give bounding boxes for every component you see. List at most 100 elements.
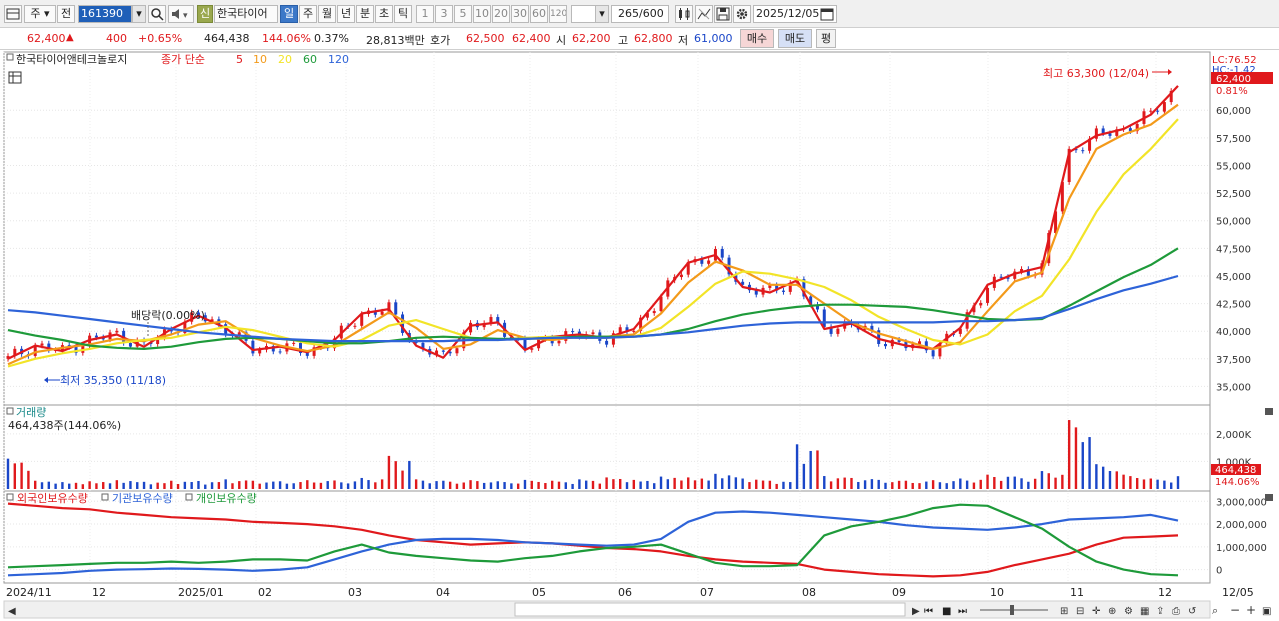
candle-body — [1108, 133, 1112, 136]
turnover-rate: 0.37% — [314, 32, 349, 45]
prev-button[interactable]: 전 — [57, 5, 75, 23]
stock-code-input[interactable]: 161390 — [78, 5, 132, 23]
count-field[interactable]: 265/600 — [611, 5, 669, 23]
last-page-icon[interactable]: ⏭ — [958, 606, 967, 617]
interval-dropdown-button[interactable]: ▾ — [595, 5, 609, 23]
candle-body — [299, 342, 302, 354]
volume-bar — [1122, 474, 1125, 489]
volume-bar — [272, 481, 275, 489]
interval-button[interactable]: 5 — [454, 5, 472, 23]
scroll-left-icon[interactable]: ◀ — [8, 606, 16, 617]
timeframe-button[interactable]: 주 — [299, 5, 317, 23]
split-icon[interactable]: ⊟ — [1076, 606, 1084, 617]
timeframe-button[interactable]: 분 — [356, 5, 374, 23]
volume-bar — [979, 479, 982, 489]
volume-bar — [659, 476, 663, 489]
ma-legend: 5 10 20 60 120 — [236, 53, 349, 66]
candle-icon[interactable] — [675, 5, 693, 23]
interval-button[interactable]: 10 — [473, 5, 491, 23]
compare-icon[interactable]: ⊕ — [1108, 606, 1116, 617]
holding-line — [7, 510, 1179, 577]
fit-icon[interactable]: ▣ — [1262, 606, 1271, 617]
scroll-thumb[interactable] — [514, 602, 906, 617]
new-badge: 신 — [197, 5, 213, 23]
zoom-out-icon[interactable]: − — [1230, 603, 1240, 617]
zoom-search-icon[interactable]: ⌕ — [1212, 604, 1218, 617]
stop-icon[interactable]: ■ — [942, 606, 951, 617]
search-icon[interactable] — [148, 5, 166, 23]
candle-body — [1054, 211, 1058, 233]
volume-bar — [693, 480, 697, 489]
timeframe-button[interactable]: 월 — [318, 5, 336, 23]
zoom-in-icon[interactable]: + — [1246, 603, 1256, 617]
volume-bar — [870, 479, 874, 489]
zoom-slider-handle[interactable] — [1010, 605, 1014, 615]
export-icon[interactable]: ⇪ — [1156, 606, 1164, 617]
volume-bar — [584, 480, 588, 489]
candle-body — [380, 311, 384, 315]
period-select[interactable]: 주 ▾ — [24, 5, 56, 23]
candle-body — [1006, 276, 1010, 279]
candle-body — [278, 351, 282, 353]
navigation-controls: ⏮ ■ ⏭ ⊞ ⊟ ✛ ⊕ ⚙ ▦ ⇪ ⎙ ↺ ⌕ − + ▣ — [924, 603, 1271, 617]
stock-chart[interactable]: 60,000 57,500 55,000 52,500 50,000 47,500 45,0… — [0, 51, 1279, 621]
volume-panel-close-icon[interactable] — [1265, 408, 1273, 415]
volume-bar — [448, 481, 452, 489]
timeframe-button[interactable]: 년 — [337, 5, 355, 23]
speaker-icon[interactable]: ▾ — [168, 5, 194, 23]
buy-button[interactable]: 매수 — [740, 29, 774, 48]
volume-bar — [605, 477, 608, 489]
candle-body — [972, 305, 976, 313]
volume-bar — [782, 481, 785, 489]
crosshair-icon[interactable]: ✛ — [1092, 606, 1101, 617]
volume-bar — [360, 477, 363, 489]
date-value: 2025/12/05 — [756, 7, 820, 20]
draw-tool-icon[interactable] — [695, 5, 713, 23]
date-input[interactable]: 2025/12/05 — [753, 5, 837, 23]
hc-label: HC:-1.42 — [1212, 65, 1256, 76]
holding-panel-close-icon[interactable] — [1265, 494, 1273, 501]
candle-body — [924, 341, 928, 351]
first-page-icon[interactable]: ⏮ — [924, 606, 933, 617]
volume-bar — [850, 477, 853, 489]
interval-button[interactable]: 20 — [492, 5, 510, 23]
volume-bar — [741, 478, 744, 489]
volume-bar — [482, 482, 486, 489]
table-icon[interactable] — [8, 71, 22, 84]
candle-body — [652, 311, 656, 314]
interval-button[interactable]: 1 — [416, 5, 434, 23]
volume-bar — [911, 482, 914, 489]
volume-bar — [789, 482, 792, 489]
candle-body — [815, 304, 819, 310]
volume-bar — [380, 479, 384, 489]
timeframe-button[interactable]: 일 — [280, 5, 298, 23]
print-icon[interactable]: ⎙ — [1172, 606, 1180, 617]
sell-button[interactable]: 매도 — [778, 29, 812, 48]
volume-bar — [1067, 420, 1071, 489]
period-label: 주 — [30, 7, 41, 20]
interval-button[interactable]: 3 — [435, 5, 453, 23]
gear-icon[interactable] — [733, 5, 751, 23]
interval-button[interactable]: 120 — [549, 5, 567, 23]
volume-bar — [1027, 481, 1030, 489]
eval-button[interactable]: 평 — [816, 29, 836, 48]
candle-body — [115, 330, 119, 333]
volume-bar — [646, 480, 649, 489]
save-icon[interactable] — [714, 5, 732, 23]
settings-icon[interactable]: ⚙ — [1124, 606, 1133, 617]
timeframe-button[interactable]: 틱 — [394, 5, 412, 23]
chart-type-icon[interactable] — [4, 5, 22, 23]
scroll-right-icon[interactable]: ▶ — [912, 606, 920, 617]
code-dropdown-button[interactable]: ▾ — [132, 5, 146, 23]
calendar-icon[interactable] — [820, 7, 834, 21]
volume-bar — [299, 482, 302, 489]
timeframe-button[interactable]: 초 — [375, 5, 393, 23]
ma-legend-10: 10 — [253, 53, 267, 66]
grid-icon[interactable]: ▦ — [1140, 606, 1149, 617]
candle-body — [884, 343, 887, 347]
interval-button[interactable]: 30 — [511, 5, 529, 23]
restore-icon[interactable]: ↺ — [1188, 606, 1196, 617]
layout-icon[interactable]: ⊞ — [1060, 606, 1068, 617]
interval-button[interactable]: 60 — [530, 5, 548, 23]
holding-y-tick: 3,000,000 — [1216, 497, 1267, 508]
